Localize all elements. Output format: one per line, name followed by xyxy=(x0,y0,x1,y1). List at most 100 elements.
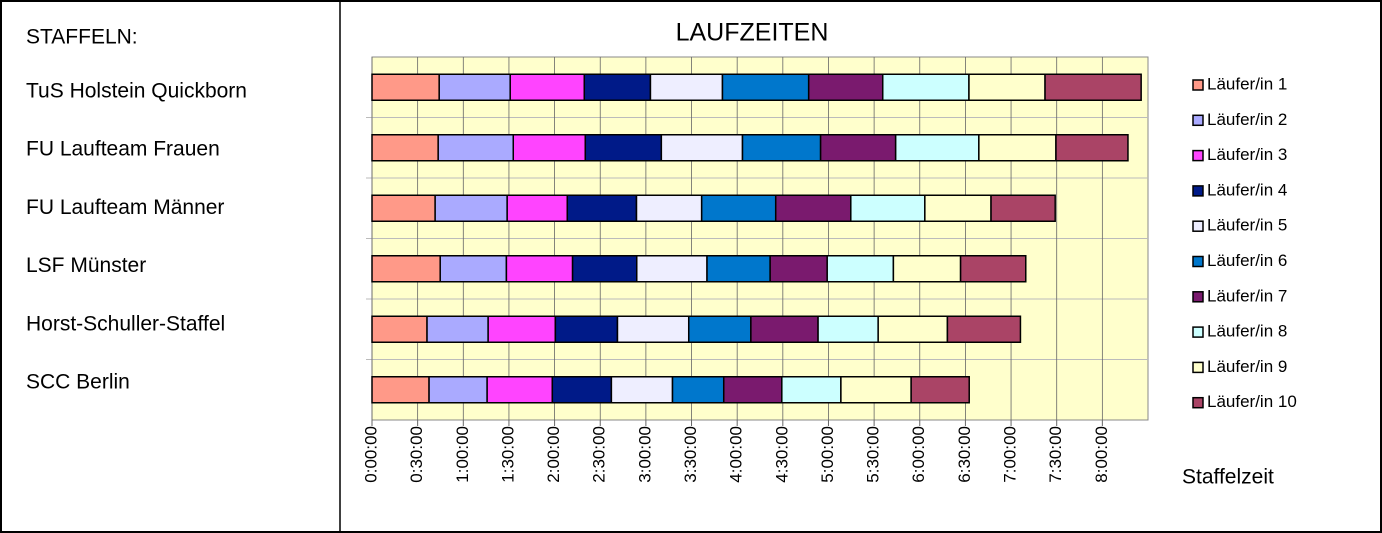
bar-segment xyxy=(426,315,489,343)
bar-segment xyxy=(769,255,828,283)
categories-title: STAFFELN: xyxy=(26,26,138,49)
x-tick-label: 1:30:00 xyxy=(498,426,517,483)
bar-segment xyxy=(817,315,879,343)
bar-segment xyxy=(371,73,440,101)
bar-segment xyxy=(924,194,992,222)
bar-segment xyxy=(722,376,783,404)
bar-segment xyxy=(968,73,1046,101)
legend-label: Läufer/in 3 xyxy=(1207,145,1287,164)
x-tick-label: 0:30:00 xyxy=(407,426,426,483)
bar-segment xyxy=(910,376,970,404)
bar-segment xyxy=(551,376,613,404)
bar-segment xyxy=(486,376,554,404)
bar-segment xyxy=(959,255,1027,283)
legend-swatch xyxy=(1192,361,1204,374)
bar-segment xyxy=(371,194,436,222)
bar-segment xyxy=(610,376,674,404)
bar-segment xyxy=(741,134,822,162)
x-tick-label: 4:00:00 xyxy=(727,426,746,483)
bar-segment xyxy=(877,315,949,343)
bar-segment xyxy=(946,315,1022,343)
category-label: SCC Berlin xyxy=(26,371,130,394)
bar-segment xyxy=(687,315,752,343)
x-tick-label: 3:00:00 xyxy=(635,426,654,483)
bar-segment xyxy=(509,73,586,101)
bar-segment xyxy=(826,255,895,283)
bar-segment xyxy=(706,255,771,283)
bar-segment xyxy=(505,255,574,283)
x-tick-label: 1:00:00 xyxy=(453,426,472,483)
legend-label: Läufer/in 4 xyxy=(1207,180,1287,199)
category-label: FU Laufteam Männer xyxy=(26,196,224,219)
bar-segment xyxy=(371,315,428,343)
bar-segment xyxy=(978,134,1057,162)
bar-segment xyxy=(428,376,488,404)
x-tick-label: 6:00:00 xyxy=(909,426,928,483)
bar-segment xyxy=(439,255,508,283)
x-tick-label: 7:00:00 xyxy=(1001,426,1020,483)
category-label: LSF Münster xyxy=(26,254,146,277)
bar-segment xyxy=(649,73,724,101)
x-tick-label: 2:30:00 xyxy=(590,426,609,483)
bar-segment xyxy=(554,315,619,343)
bar-segment xyxy=(636,255,708,283)
bar-segment xyxy=(371,134,439,162)
bar-segment xyxy=(583,73,652,101)
bar-segment xyxy=(371,255,441,283)
bar-segment xyxy=(807,73,884,101)
legend-swatch xyxy=(1192,396,1204,409)
legend-swatch xyxy=(1192,79,1204,91)
legend-label: Läufer/in 6 xyxy=(1207,251,1287,270)
bar-segment xyxy=(660,134,744,162)
bar-segment xyxy=(506,194,569,222)
bar-segment xyxy=(781,376,842,404)
legend-label: Läufer/in 9 xyxy=(1207,357,1287,376)
bar-segment xyxy=(721,73,810,101)
bar-segment xyxy=(512,134,587,162)
bar-segment xyxy=(700,194,777,222)
bar-segment xyxy=(819,134,897,162)
bar-segment xyxy=(892,255,962,283)
category-label: FU Laufteam Frauen xyxy=(26,138,220,161)
legend-swatch xyxy=(1192,114,1204,127)
bar-segment xyxy=(434,194,508,222)
bar-segment xyxy=(671,376,725,404)
bar-segment xyxy=(566,194,638,222)
category-label: TuS Holstein Quickborn xyxy=(26,80,247,103)
x-tick-label: 6:30:00 xyxy=(955,426,974,483)
bar-segment xyxy=(1044,73,1142,101)
bar-segment xyxy=(571,255,638,283)
bar-segment xyxy=(437,134,515,162)
bar-segment xyxy=(894,134,980,162)
x-tick-label: 7:30:00 xyxy=(1046,426,1065,483)
x-tick-label: 4:30:00 xyxy=(772,426,791,483)
bar-segment xyxy=(635,194,703,222)
x-tick-label: 2:00:00 xyxy=(544,426,563,483)
legend-swatch xyxy=(1192,185,1204,197)
bar-segment xyxy=(371,376,430,404)
bar-segment xyxy=(487,315,557,343)
chart-title: LAUFZEITEN xyxy=(676,19,829,47)
legend-label: Läufer/in 8 xyxy=(1207,322,1287,341)
legend-label: Läufer/in 1 xyxy=(1207,74,1287,93)
bar-segment xyxy=(1055,134,1129,162)
x-tick-label: 5:00:00 xyxy=(818,426,837,483)
bar-segment xyxy=(616,315,690,343)
x-tick-label: 3:30:00 xyxy=(681,426,700,483)
x-axis-label: Staffelzeit xyxy=(1182,466,1274,489)
category-label: Horst-Schuller-Staffel xyxy=(26,312,225,335)
legend-label: Läufer/in 7 xyxy=(1207,286,1287,305)
legend-swatch xyxy=(1192,220,1204,232)
x-tick-label: 0:00:00 xyxy=(361,426,380,483)
bar-segment xyxy=(990,194,1056,222)
legend-swatch xyxy=(1192,149,1204,162)
x-tick-label: 8:00:00 xyxy=(1092,426,1111,483)
bar-segment xyxy=(850,194,926,222)
x-tick-label: 5:30:00 xyxy=(864,426,883,483)
legend-swatch xyxy=(1192,326,1204,338)
bar-segment xyxy=(840,376,912,404)
legend-swatch xyxy=(1192,291,1204,303)
legend-label: Läufer/in 5 xyxy=(1207,216,1287,235)
bar-segment xyxy=(750,315,819,343)
